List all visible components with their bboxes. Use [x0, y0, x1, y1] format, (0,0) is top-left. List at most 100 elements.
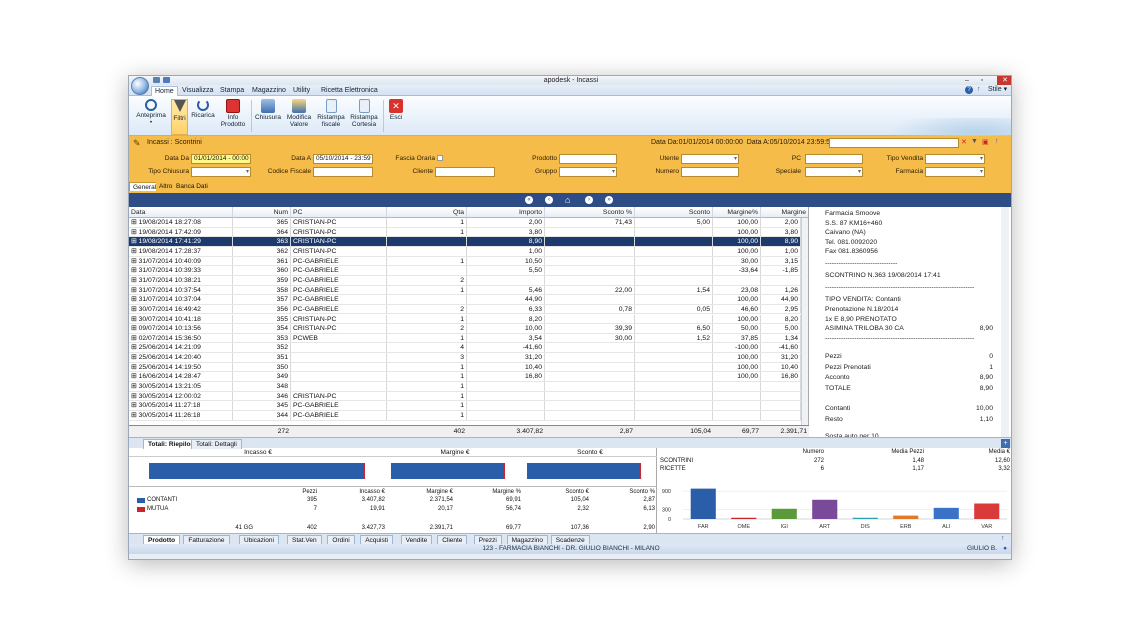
tab-ricetta-elettronica[interactable]: Ricetta Elettronica [321, 87, 378, 94]
table-row[interactable]: ⊞ 30/05/2014 13:21:05 348 1 [129, 382, 808, 392]
app-orb-button[interactable] [131, 77, 149, 95]
table-row[interactable]: ⊞ 25/06/2014 14:21:09 352 4 -41,60 -100,00 -4… [129, 343, 808, 354]
expand-icon[interactable]: ⊞ [131, 247, 139, 255]
expand-icon[interactable]: ⊞ [131, 305, 139, 313]
utente-select[interactable] [681, 154, 739, 164]
column-header-sconto[interactable]: Sconto [635, 207, 713, 218]
expand-icon[interactable]: ⊞ [131, 402, 139, 410]
first-record-icon[interactable]: « [525, 196, 533, 204]
expand-icon[interactable]: ⊞ [131, 238, 139, 246]
column-header-qta[interactable]: Qta [387, 207, 467, 218]
arrow-up-icon[interactable]: ↑ [977, 86, 981, 93]
modifica-valore-button[interactable]: Modifica Valore [284, 99, 314, 135]
chiusura-button[interactable]: Chiusura [254, 99, 282, 135]
expand-icon[interactable]: ⊞ [131, 412, 139, 419]
table-row[interactable]: ⊞ 30/07/2014 16:49:42 356 PC-GABRIELE 2 6,33… [129, 304, 808, 315]
expand-icon[interactable]: ⊞ [131, 354, 139, 362]
codice-fiscale-field[interactable] [313, 167, 373, 177]
module-tab[interactable]: Vendite [400, 535, 433, 545]
table-row[interactable]: ⊞ 31/07/2014 10:40:09 361 PC-GABRIELE 1 10,5… [129, 256, 808, 267]
home-icon[interactable]: ⌂ [565, 195, 571, 205]
subtab-altro[interactable]: Altro [156, 182, 176, 191]
data-da-field[interactable]: 01/01/2014 - 00:00 [191, 154, 251, 164]
expand-icon[interactable]: ⊞ [131, 344, 139, 352]
user-icon[interactable]: ● [1003, 545, 1007, 552]
filtri-button[interactable]: Filtri [171, 99, 188, 135]
expand-icon[interactable]: ⊞ [131, 219, 139, 226]
speciale-select[interactable] [805, 167, 863, 177]
help-icon[interactable]: ? [965, 86, 973, 94]
prev-record-icon[interactable]: ‹ [545, 196, 553, 204]
tipo-chiusura-select[interactable] [191, 167, 251, 177]
table-row[interactable]: ⊞ 31/07/2014 10:37:54 358 PC-GABRIELE 1 5,46… [129, 285, 808, 296]
esci-button[interactable]: ✕ Esci [386, 99, 406, 135]
module-tab[interactable]: Acquisti [360, 535, 393, 545]
table-row[interactable]: ⊞ 25/06/2014 14:20:40 351 3 31,20 100,00 31,2… [129, 353, 808, 363]
column-header-pc[interactable]: PC [291, 207, 387, 218]
table-row[interactable]: ⊞ 02/07/2014 15:36:50 353 PCWEB 1 3,54 30,00 1… [129, 333, 808, 344]
anteprima-button[interactable]: Anteprima • [133, 99, 169, 135]
minimize-icon[interactable]: – [965, 77, 969, 84]
expand-icon[interactable]: ⊞ [131, 334, 139, 342]
print-red-icon[interactable]: ▣ [982, 139, 989, 146]
close-icon[interactable]: ✕ [997, 76, 1011, 85]
expand-icon[interactable]: ⊞ [131, 383, 139, 391]
column-header-margine[interactable]: Margine [761, 207, 808, 218]
last-record-icon[interactable]: » [605, 196, 613, 204]
table-row[interactable]: ⊞ 31/07/2014 10:37:04 357 PC-GABRIELE 44,90… [129, 295, 808, 305]
module-tab[interactable]: Fatturazione [183, 535, 230, 545]
module-tab[interactable]: Magazzino [506, 535, 549, 545]
table-row[interactable]: ⊞ 30/05/2014 11:26:18 344 PC-GABRIELE 1 [129, 411, 808, 421]
data-a-field[interactable]: 05/10/2014 - 23:59 [313, 154, 373, 164]
grid-scrollbar[interactable] [801, 218, 808, 425]
module-tab[interactable]: Ordini [327, 535, 355, 545]
tab-utility[interactable]: Utility [293, 87, 311, 94]
ristampa-fiscale-button[interactable]: Ristampa fiscale [316, 99, 346, 135]
add-icon[interactable]: + [1001, 439, 1010, 448]
module-tab[interactable]: Scadenze [550, 535, 590, 545]
tab-stampa[interactable]: Stampa [220, 87, 245, 94]
module-tab[interactable]: Cliente [437, 535, 468, 545]
table-row[interactable]: ⊞ 25/06/2014 14:19:50 350 1 10,40 100,00 10,4… [129, 362, 808, 373]
table-row[interactable]: ⊞ 16/06/2014 14:28:47 349 1 16,80 100,00 16,8… [129, 372, 808, 383]
table-row[interactable]: ⊞ 31/07/2014 10:39:33 360 PC-GABRIELE 5,50 -… [129, 266, 808, 276]
table-row[interactable]: ⊞ 31/07/2014 10:38:21 359 PC-GABRIELE 2 [129, 275, 808, 286]
expand-icon[interactable]: ⊞ [131, 363, 139, 371]
arrow-up-icon[interactable]: ↑ [1001, 535, 1005, 542]
arrow-up-icon[interactable]: ↑ [995, 138, 999, 145]
expand-icon[interactable]: ⊞ [131, 315, 139, 323]
funnel-icon[interactable]: ▼ [971, 138, 978, 145]
tipo-vendita-select[interactable] [925, 154, 985, 164]
clear-icon[interactable]: ✕ [961, 139, 967, 146]
tab-totali-dettagli[interactable]: Totali: Dettagli [191, 439, 242, 449]
fascia-oraria-checkbox[interactable] [437, 155, 443, 161]
expand-icon[interactable]: ⊞ [131, 286, 139, 294]
column-header-importo[interactable]: Importo [467, 207, 545, 218]
next-record-icon[interactable]: › [585, 196, 593, 204]
subtab-banca-dati[interactable]: Banca Dati [173, 182, 211, 191]
expand-icon[interactable]: ⊞ [131, 267, 139, 275]
table-row[interactable]: ⊞ 19/08/2014 18:27:08 365 CRISTIAN-PC 1 2,00… [129, 218, 808, 228]
column-header-num[interactable]: Num [233, 207, 291, 218]
table-row[interactable]: ⊞ 09/07/2014 10:13:56 354 CRISTIAN-PC 2 10,0… [129, 324, 808, 334]
save-icon[interactable] [153, 77, 160, 83]
module-tab[interactable]: Ubicazioni [239, 535, 279, 545]
column-header-margine-pct[interactable]: Margine% [713, 207, 761, 218]
table-row[interactable]: ⊞ 19/08/2014 17:41:29 363 CRISTIAN-PC 8,90 1… [129, 237, 808, 247]
ricarica-button[interactable]: Ricarica [190, 99, 216, 135]
style-menu[interactable]: Stile ▾ [988, 86, 1008, 93]
table-row[interactable]: ⊞ 19/08/2014 17:28:37 362 CRISTIAN-PC 1,00 1… [129, 246, 808, 257]
column-header-sconto-pct[interactable]: Sconto % [545, 207, 635, 218]
expand-icon[interactable]: ⊞ [131, 276, 139, 284]
expand-icon[interactable]: ⊞ [131, 257, 139, 265]
expand-icon[interactable]: ⊞ [131, 373, 139, 381]
module-tab[interactable]: Stat.Ven [287, 535, 322, 545]
info-prodotto-button[interactable]: Info Prodotto [218, 99, 248, 135]
tab-home[interactable]: Home [151, 86, 178, 96]
gruppo-select[interactable] [559, 167, 617, 177]
module-tab[interactable]: Prodotto [143, 535, 181, 545]
expand-icon[interactable]: ⊞ [131, 325, 139, 333]
table-row[interactable]: ⊞ 30/05/2014 12:00:02 346 CRISTIAN-PC 1 [129, 391, 808, 402]
numero-field[interactable] [681, 167, 739, 177]
ristampa-cortesia-button[interactable]: Ristampa Cortesia [348, 99, 380, 135]
